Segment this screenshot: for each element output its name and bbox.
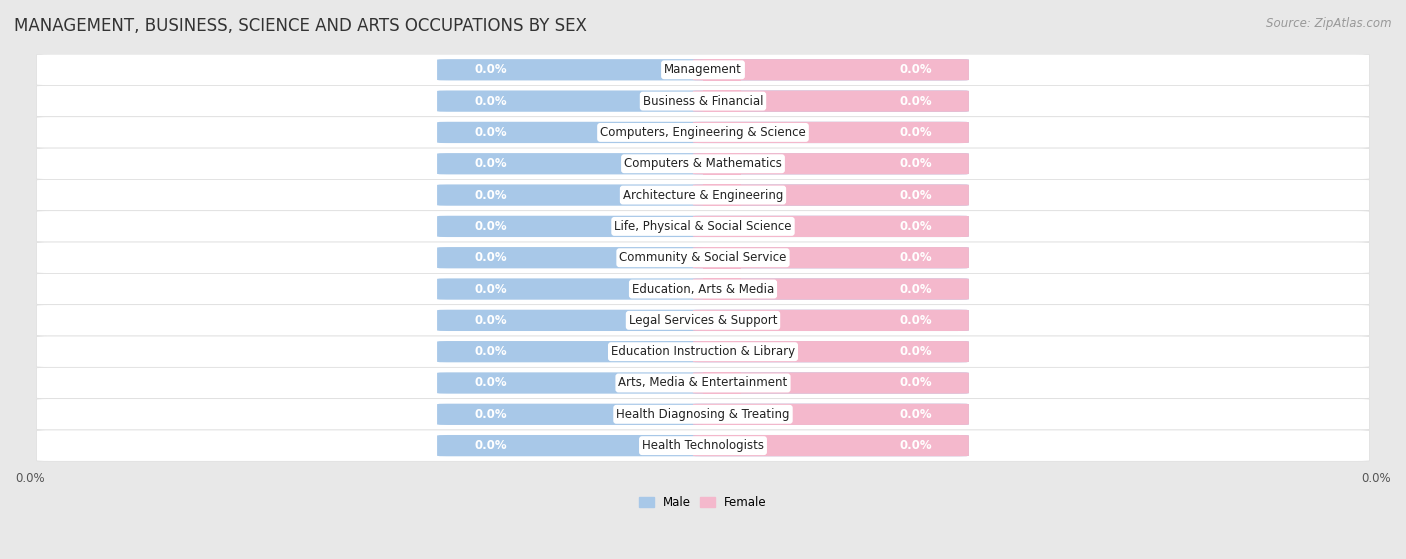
Text: Legal Services & Support: Legal Services & Support	[628, 314, 778, 327]
Text: MANAGEMENT, BUSINESS, SCIENCE AND ARTS OCCUPATIONS BY SEX: MANAGEMENT, BUSINESS, SCIENCE AND ARTS O…	[14, 17, 586, 35]
Text: 0.0%: 0.0%	[900, 188, 932, 202]
FancyBboxPatch shape	[37, 211, 1369, 242]
Text: 0.0%: 0.0%	[474, 439, 506, 452]
FancyBboxPatch shape	[437, 59, 969, 80]
Text: 0.0%: 0.0%	[900, 377, 932, 390]
Text: 0.0%: 0.0%	[474, 188, 506, 202]
Text: Community & Social Service: Community & Social Service	[619, 251, 787, 264]
Bar	[703, 278, 741, 300]
FancyBboxPatch shape	[437, 435, 969, 456]
Text: 0.0%: 0.0%	[474, 251, 506, 264]
Text: 0.0%: 0.0%	[900, 157, 932, 170]
Text: 0.0%: 0.0%	[900, 251, 932, 264]
Text: Management: Management	[664, 63, 742, 76]
Text: 0.0%: 0.0%	[900, 94, 932, 108]
FancyBboxPatch shape	[37, 336, 1369, 367]
Text: Education, Arts & Media: Education, Arts & Media	[631, 282, 775, 296]
FancyBboxPatch shape	[693, 435, 969, 456]
Text: 0.0%: 0.0%	[474, 377, 506, 390]
Legend: Male, Female: Male, Female	[634, 491, 772, 514]
Text: Health Technologists: Health Technologists	[643, 439, 763, 452]
FancyBboxPatch shape	[693, 59, 969, 80]
Bar	[703, 91, 741, 112]
Text: 0.0%: 0.0%	[474, 282, 506, 296]
FancyBboxPatch shape	[37, 305, 1369, 336]
Text: Computers, Engineering & Science: Computers, Engineering & Science	[600, 126, 806, 139]
FancyBboxPatch shape	[37, 54, 1369, 86]
Bar	[703, 247, 741, 268]
Text: Education Instruction & Library: Education Instruction & Library	[612, 345, 794, 358]
FancyBboxPatch shape	[437, 341, 969, 362]
FancyBboxPatch shape	[437, 184, 969, 206]
Bar	[703, 404, 741, 425]
FancyBboxPatch shape	[37, 117, 1369, 148]
FancyBboxPatch shape	[437, 122, 969, 143]
Text: 0.0%: 0.0%	[474, 94, 506, 108]
FancyBboxPatch shape	[693, 153, 969, 174]
FancyBboxPatch shape	[693, 341, 969, 362]
Text: 0.0%: 0.0%	[900, 314, 932, 327]
Text: 0.0%: 0.0%	[900, 126, 932, 139]
Bar	[703, 216, 741, 237]
FancyBboxPatch shape	[437, 91, 969, 112]
Bar	[703, 372, 741, 394]
FancyBboxPatch shape	[37, 148, 1369, 179]
FancyBboxPatch shape	[693, 278, 969, 300]
FancyBboxPatch shape	[693, 310, 969, 331]
FancyBboxPatch shape	[37, 273, 1369, 305]
Text: Computers & Mathematics: Computers & Mathematics	[624, 157, 782, 170]
FancyBboxPatch shape	[693, 247, 969, 268]
Text: 0.0%: 0.0%	[900, 439, 932, 452]
Text: Health Diagnosing & Treating: Health Diagnosing & Treating	[616, 408, 790, 421]
Text: 0.0%: 0.0%	[900, 282, 932, 296]
FancyBboxPatch shape	[437, 310, 969, 331]
Bar	[703, 122, 741, 143]
Text: 0.0%: 0.0%	[474, 345, 506, 358]
Bar	[703, 435, 741, 457]
Bar	[703, 59, 741, 80]
Text: 0.0%: 0.0%	[900, 220, 932, 233]
FancyBboxPatch shape	[37, 430, 1369, 461]
Text: 0.0%: 0.0%	[474, 220, 506, 233]
FancyBboxPatch shape	[693, 372, 969, 394]
FancyBboxPatch shape	[37, 86, 1369, 117]
Text: Source: ZipAtlas.com: Source: ZipAtlas.com	[1267, 17, 1392, 30]
FancyBboxPatch shape	[693, 91, 969, 112]
FancyBboxPatch shape	[437, 278, 969, 300]
Text: 0.0%: 0.0%	[474, 63, 506, 76]
Bar	[703, 310, 741, 331]
FancyBboxPatch shape	[437, 372, 969, 394]
Text: Arts, Media & Entertainment: Arts, Media & Entertainment	[619, 377, 787, 390]
FancyBboxPatch shape	[37, 367, 1369, 399]
Text: 0.0%: 0.0%	[900, 345, 932, 358]
Text: 0.0%: 0.0%	[474, 408, 506, 421]
FancyBboxPatch shape	[37, 179, 1369, 211]
Text: 0.0%: 0.0%	[474, 157, 506, 170]
Text: 0.0%: 0.0%	[474, 126, 506, 139]
Text: Architecture & Engineering: Architecture & Engineering	[623, 188, 783, 202]
FancyBboxPatch shape	[693, 404, 969, 425]
Bar	[703, 184, 741, 206]
FancyBboxPatch shape	[37, 242, 1369, 273]
FancyBboxPatch shape	[437, 153, 969, 174]
Text: 0.0%: 0.0%	[474, 314, 506, 327]
Text: Business & Financial: Business & Financial	[643, 94, 763, 108]
Text: Life, Physical & Social Science: Life, Physical & Social Science	[614, 220, 792, 233]
FancyBboxPatch shape	[37, 399, 1369, 430]
Bar	[703, 341, 741, 362]
Bar	[703, 153, 741, 174]
Text: 0.0%: 0.0%	[900, 63, 932, 76]
FancyBboxPatch shape	[437, 404, 969, 425]
FancyBboxPatch shape	[693, 122, 969, 143]
FancyBboxPatch shape	[437, 216, 969, 237]
Text: 0.0%: 0.0%	[900, 408, 932, 421]
FancyBboxPatch shape	[693, 216, 969, 237]
FancyBboxPatch shape	[693, 184, 969, 206]
FancyBboxPatch shape	[437, 247, 969, 268]
